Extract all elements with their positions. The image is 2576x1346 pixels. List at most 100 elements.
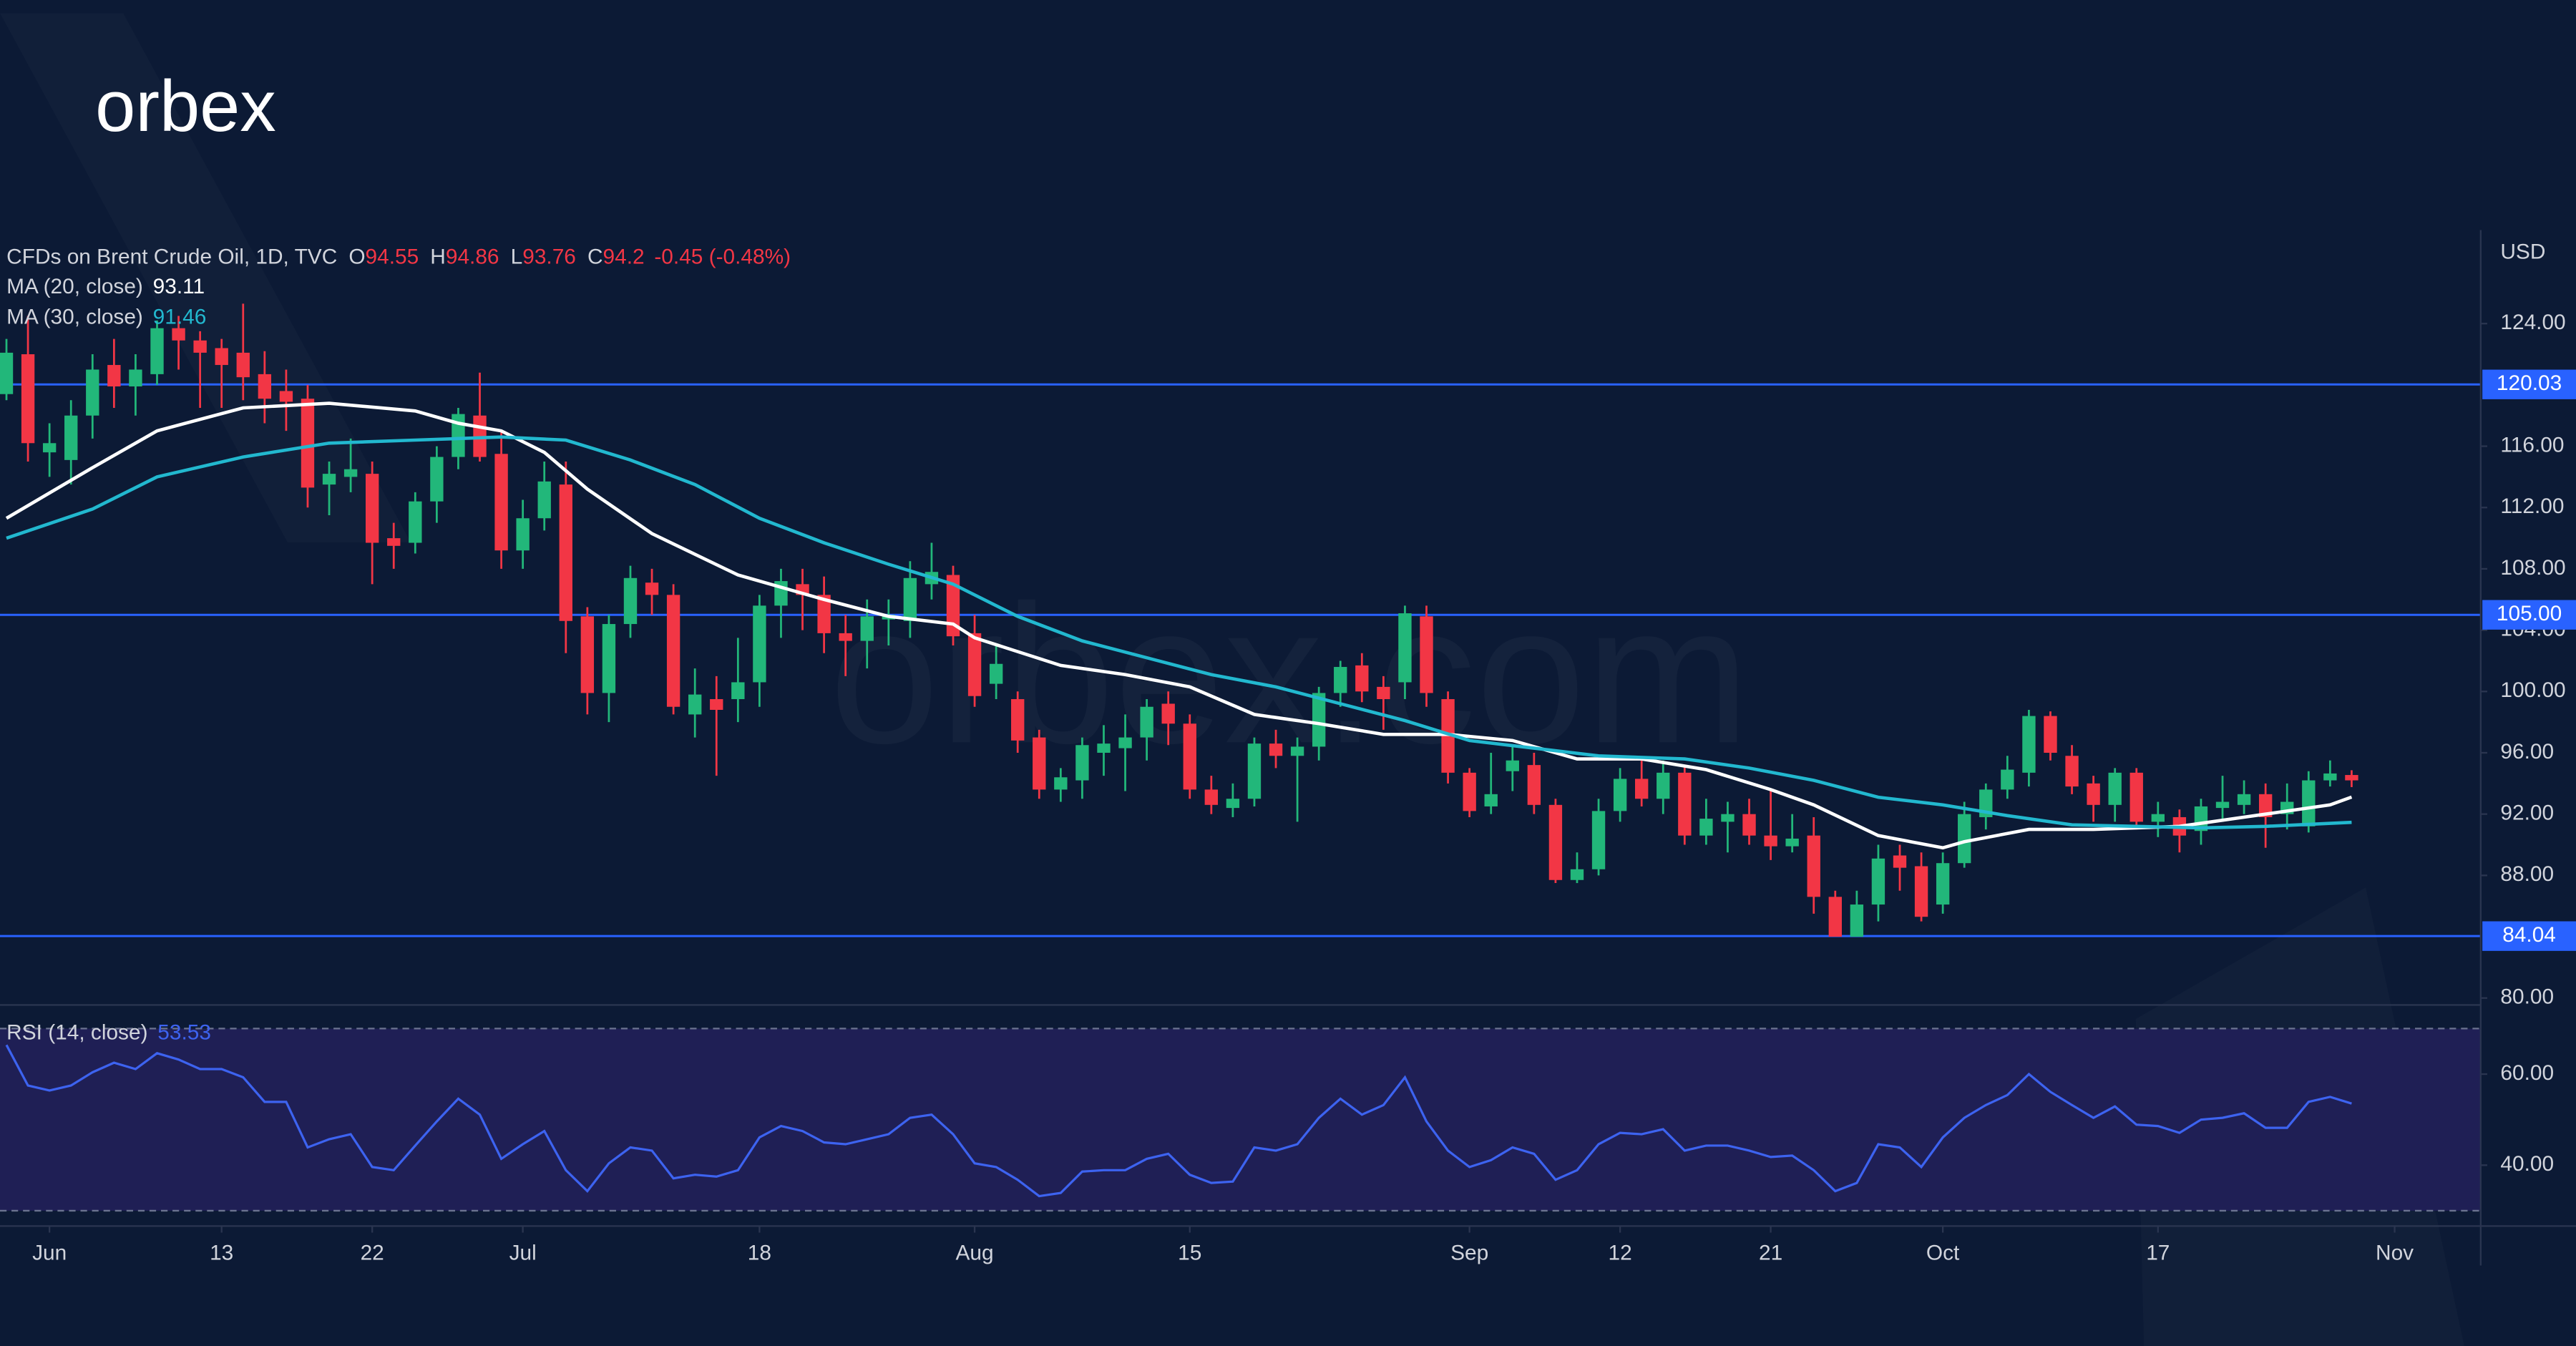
candle-body xyxy=(129,369,142,387)
candle-body xyxy=(817,595,831,633)
y-tick-label: 124.00 xyxy=(2500,311,2565,334)
background-layer xyxy=(0,323,2488,1233)
candle-body xyxy=(1183,723,1196,790)
ma-name: MA (20, close) xyxy=(6,275,143,298)
candle-body xyxy=(1355,665,1369,692)
candle-body xyxy=(2215,801,2230,809)
level-label: 105.00 xyxy=(2497,602,2562,625)
candle-body xyxy=(2129,772,2143,822)
rsi-legend: RSI (14, close) 53.53 xyxy=(6,1021,211,1045)
x-tick-label: Nov xyxy=(2376,1241,2414,1264)
ohlc-value: 94.55 xyxy=(366,245,419,268)
candle-body xyxy=(903,577,917,621)
candle-body xyxy=(839,633,852,641)
candle-body xyxy=(2001,769,2014,790)
candle-body xyxy=(1742,814,1756,836)
change-value: -0.45 (-0.48%) xyxy=(654,245,791,268)
candle-body xyxy=(989,663,1003,684)
candle-body xyxy=(731,682,745,700)
candle-body xyxy=(710,699,723,711)
candle-body xyxy=(645,582,659,595)
candle-body xyxy=(602,624,616,693)
ohlc-label: L xyxy=(511,245,523,268)
candle-body xyxy=(1871,858,1885,905)
legend-header: CFDs on Brent Crude Oil, 1D, TVC O94.55 H9… xyxy=(6,245,791,268)
candle-body xyxy=(2323,773,2337,781)
candle-body xyxy=(21,354,35,444)
candle-body xyxy=(1807,835,1820,897)
rsi-value: 53.53 xyxy=(157,1021,211,1045)
ohlc-value: 94.86 xyxy=(446,245,499,268)
x-tick-label: Oct xyxy=(1926,1241,1960,1264)
candle-body xyxy=(1097,743,1111,753)
x-tick-label: 13 xyxy=(210,1241,233,1264)
y-tick-label: 80.00 xyxy=(2500,985,2554,1009)
watermark: orbex.com xyxy=(829,565,1750,784)
candle-body xyxy=(236,352,250,378)
candle-body xyxy=(409,501,422,543)
candle-body xyxy=(623,577,638,625)
candle-body xyxy=(1420,616,1433,693)
moving-average xyxy=(5,401,2353,850)
candle-body xyxy=(1377,686,1390,700)
candle-body xyxy=(666,595,680,707)
candle-body xyxy=(430,457,444,502)
candle-body xyxy=(1591,811,1606,869)
candle-body xyxy=(172,328,185,341)
ma-value: 93.11 xyxy=(153,275,205,298)
rsi-y-tick-label: 60.00 xyxy=(2500,1061,2554,1085)
x-tick-label: 12 xyxy=(1609,1241,1632,1264)
candle-body xyxy=(1527,765,1541,805)
candle-body xyxy=(301,399,315,488)
candle-body xyxy=(1075,745,1089,781)
x-tick-label: 15 xyxy=(1178,1241,1201,1264)
candle-body xyxy=(2022,716,2036,773)
y-tick-label: 88.00 xyxy=(2500,862,2554,886)
candle-body xyxy=(2087,783,2100,805)
candle-body xyxy=(2302,780,2316,826)
ohlc-value: 94.2 xyxy=(603,245,645,268)
series-title: CFDs on Brent Crude Oil, 1D, TVC xyxy=(6,245,337,268)
x-tick-label: Aug xyxy=(956,1241,994,1264)
logo: orbex xyxy=(95,67,276,147)
y-tick-label: 108.00 xyxy=(2500,556,2565,580)
x-tick-label: 18 xyxy=(748,1241,771,1264)
x-tick-label: 17 xyxy=(2146,1241,2170,1264)
ohlc-label: C xyxy=(587,245,603,268)
candle-body xyxy=(258,374,272,399)
candle-body xyxy=(343,469,358,477)
candle-body xyxy=(1613,779,1627,811)
x-tick-label: Jun xyxy=(32,1241,67,1264)
candle-body xyxy=(1657,772,1670,799)
candle-body xyxy=(1850,904,1864,937)
candle-body xyxy=(1893,855,1907,868)
candle-body xyxy=(1011,699,1025,741)
candle-body xyxy=(1226,799,1240,809)
candle-body xyxy=(860,616,874,641)
candle-body xyxy=(42,443,57,453)
candle-body xyxy=(1828,897,1842,937)
ohlc-value: 93.76 xyxy=(522,245,576,268)
candle-body xyxy=(516,518,530,551)
ohlc-label: O xyxy=(348,245,365,268)
x-tick-label: 22 xyxy=(361,1241,384,1264)
candle-body xyxy=(1936,863,1950,905)
level-label-box xyxy=(2482,369,2576,399)
candle-body xyxy=(2345,775,2358,781)
rsi-band xyxy=(0,1028,2481,1211)
candle-body xyxy=(193,340,207,353)
candle-body xyxy=(1269,743,1283,756)
candle-body xyxy=(215,348,228,366)
labels-layer: Jun 13 22 Jul 18 Aug 15 Sep 12 21 Oct 17 Nov 80.00 88.… xyxy=(6,245,2576,1264)
level-label-box xyxy=(2482,921,2576,951)
ma-value: 91.46 xyxy=(153,305,207,328)
candle-body xyxy=(150,328,164,374)
candle-body xyxy=(2108,772,2122,805)
price-unit: USD xyxy=(2500,240,2545,264)
ma-legend: MA (20, close) 93.11 xyxy=(6,275,205,298)
candle-body xyxy=(494,454,508,551)
candle-body xyxy=(1484,794,1498,806)
candle-body xyxy=(1398,613,1412,683)
candle-body xyxy=(580,616,595,693)
